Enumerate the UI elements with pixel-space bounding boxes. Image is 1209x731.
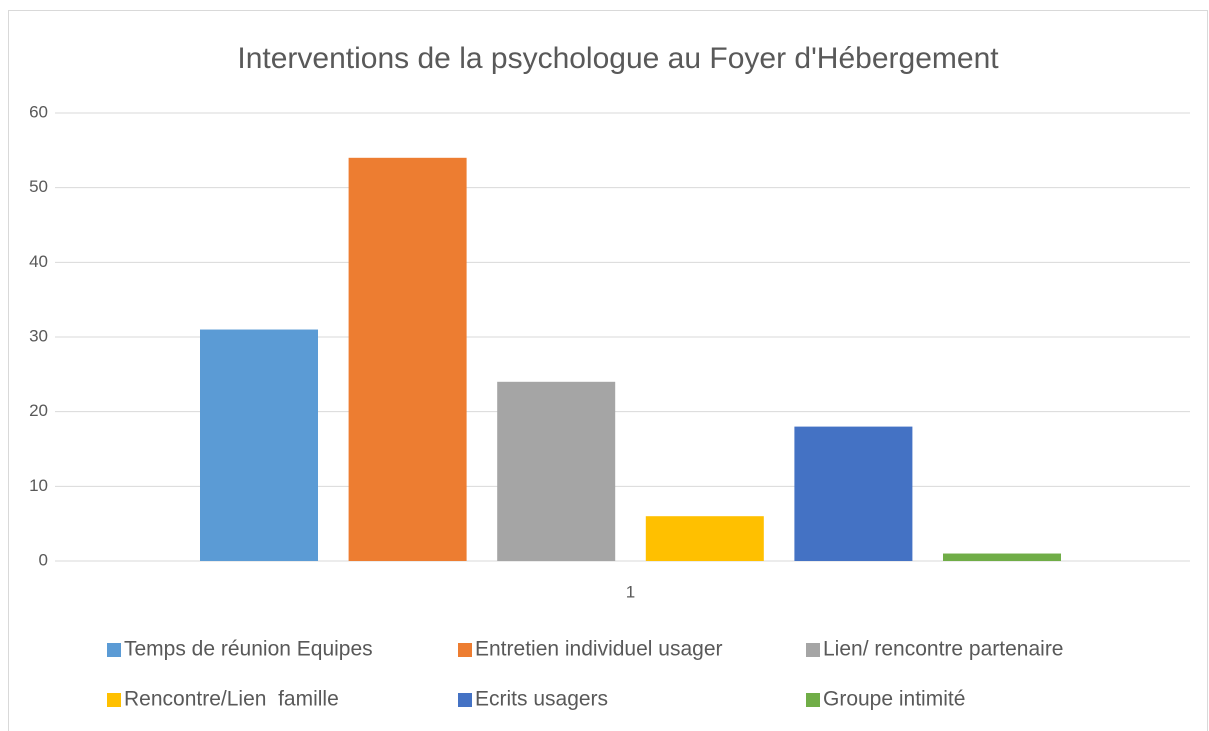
legend-swatch <box>107 693 121 707</box>
legend-label: Ecrits usagers <box>475 688 608 711</box>
legend-label: Entretien individuel usager <box>475 638 723 661</box>
y-tick-label: 60 <box>29 102 48 121</box>
legend-swatch <box>806 693 820 707</box>
legend-swatch <box>107 643 121 657</box>
bar <box>943 553 1061 561</box>
chart-border <box>8 10 1208 731</box>
bar <box>200 329 318 561</box>
legend-label: Temps de réunion Equipes <box>124 638 373 661</box>
bar <box>348 157 467 562</box>
legend-swatch <box>806 643 820 657</box>
y-tick-label: 50 <box>29 177 48 196</box>
y-tick-label: 20 <box>29 401 48 420</box>
legend-label: Lien/ rencontre partenaire <box>823 638 1064 661</box>
bar <box>497 381 616 561</box>
y-tick-label: 40 <box>29 252 48 271</box>
bar <box>794 426 913 561</box>
legend-swatch <box>458 643 472 657</box>
y-tick-label: 30 <box>29 326 48 345</box>
bar <box>645 516 764 561</box>
legend-label: Rencontre/Lien famille <box>124 688 339 711</box>
legend-swatch <box>458 693 472 707</box>
y-tick-label: 10 <box>29 476 48 495</box>
x-tick-label: 1 <box>626 582 635 601</box>
chart-title: Interventions de la psychologue au Foyer… <box>237 42 999 75</box>
legend-label: Groupe intimité <box>823 688 965 711</box>
y-tick-label: 0 <box>39 550 48 569</box>
